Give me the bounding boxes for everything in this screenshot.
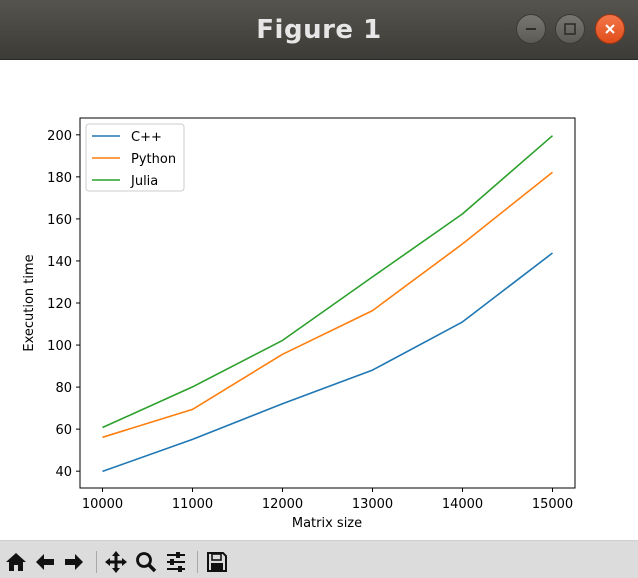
- toolbar-separator: [96, 551, 97, 573]
- y-tick-label: 180: [47, 171, 72, 186]
- series-line-julia: [102, 135, 554, 429]
- home-button[interactable]: [3, 549, 29, 575]
- pan-button[interactable]: [103, 549, 129, 575]
- line-chart: 10000 11000 12000 13000 14000 15000 40 60 80 100…: [22, 117, 576, 531]
- x-tick-label: 14000: [442, 497, 483, 512]
- x-tick-label: 11000: [172, 497, 213, 512]
- configure-subplots-button[interactable]: [163, 549, 189, 575]
- pan-icon: [105, 551, 127, 573]
- y-tick-label: 140: [47, 255, 72, 270]
- back-button[interactable]: [32, 549, 58, 575]
- x-axis-label: Matrix size: [292, 516, 362, 531]
- legend: C++ Python Julia: [85, 123, 185, 192]
- x-axis-ticks: 10000 11000 12000 13000 14000 15000: [82, 488, 573, 512]
- y-tick-label: 60: [55, 423, 72, 438]
- x-tick-label: 15000: [532, 497, 573, 512]
- y-tick-label: 160: [47, 213, 72, 228]
- x-tick-label: 12000: [262, 497, 303, 512]
- y-tick-label: 100: [47, 339, 72, 354]
- y-axis-ticks: 40 60 80 100 120 140 160 180 200: [47, 129, 80, 480]
- legend-box: [85, 123, 185, 192]
- back-icon: [36, 554, 54, 570]
- zoom-icon: [136, 552, 157, 573]
- window-titlebar: Figure 1: [0, 0, 638, 60]
- maximize-button[interactable]: [555, 14, 585, 44]
- legend-entry-label: Python: [131, 152, 176, 167]
- minimize-button[interactable]: [516, 14, 546, 44]
- y-tick-label: 120: [47, 297, 72, 312]
- legend-entry-label: C++: [131, 130, 162, 145]
- close-button[interactable]: [595, 14, 625, 44]
- minimize-icon: [526, 28, 536, 30]
- save-button[interactable]: [204, 549, 230, 575]
- plot-lines: [102, 135, 554, 473]
- y-tick-label: 200: [47, 129, 72, 144]
- series-line-cplus: [102, 252, 553, 473]
- maximize-icon: [564, 23, 576, 35]
- window-title: Figure 1: [256, 14, 382, 45]
- figure-canvas: 10000 11000 12000 13000 14000 15000 40 60 80 100…: [0, 60, 638, 540]
- toolbar-separator: [197, 551, 198, 573]
- series-line-python: [102, 171, 553, 439]
- forward-button[interactable]: [61, 549, 87, 575]
- y-tick-label: 80: [55, 381, 72, 396]
- y-tick-label: 40: [55, 465, 72, 480]
- x-tick-label: 13000: [352, 497, 393, 512]
- close-icon: [605, 24, 615, 34]
- configure-subplots-icon: [167, 552, 185, 572]
- navigation-toolbar: [0, 540, 638, 578]
- home-icon: [6, 553, 26, 571]
- y-axis-label: Execution time: [22, 254, 37, 351]
- forward-icon: [65, 554, 83, 570]
- save-icon: [207, 552, 227, 572]
- zoom-button[interactable]: [133, 549, 159, 575]
- legend-entry-label: Julia: [130, 174, 158, 189]
- x-tick-label: 10000: [82, 497, 123, 512]
